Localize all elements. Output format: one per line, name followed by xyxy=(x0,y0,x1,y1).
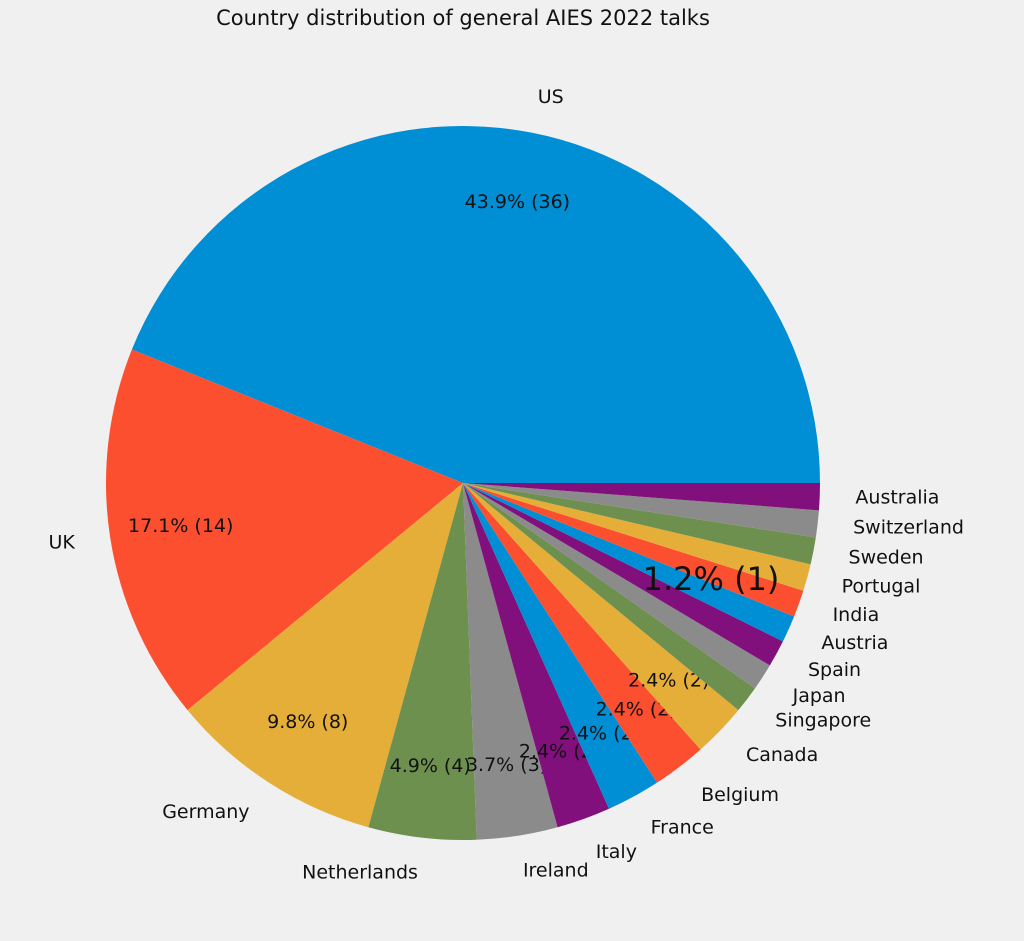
pie-slice-australia xyxy=(463,483,820,511)
slice-label-india: India xyxy=(833,604,880,626)
pie-slice-india xyxy=(463,483,804,617)
slice-label-singapore: Singapore xyxy=(775,710,871,732)
slice-label-germany: Germany xyxy=(162,801,249,823)
pie-slice-germany xyxy=(187,483,463,828)
pct-label-germany: 9.8% (8) xyxy=(267,711,348,733)
slice-label-spain: Spain xyxy=(808,659,861,681)
slice-label-austria: Austria xyxy=(821,632,888,654)
pie-slice-france xyxy=(463,483,658,809)
slice-label-france: France xyxy=(651,816,714,838)
slice-label-sweden: Sweden xyxy=(849,546,924,568)
pie-slice-ireland xyxy=(463,483,558,840)
pie-slice-us xyxy=(131,125,821,484)
pie-slice-portugal xyxy=(463,483,811,591)
pie-slice-austria xyxy=(463,483,795,642)
slice-label-us: US xyxy=(538,86,564,108)
chart-title: Country distribution of general AIES 202… xyxy=(216,6,710,30)
pie-slice-uk xyxy=(105,349,463,711)
pie-slice-italy xyxy=(463,483,610,828)
pct-label-uk: 17.1% (14) xyxy=(128,515,233,537)
slice-label-netherlands: Netherlands xyxy=(302,862,418,884)
pie-slice-netherlands xyxy=(368,483,477,840)
slice-label-italy: Italy xyxy=(596,841,637,863)
pct-label-netherlands: 4.9% (4) xyxy=(390,755,471,777)
pie-slice-canada xyxy=(463,483,739,750)
pct-label-canada: 2.4% (2) xyxy=(628,670,709,692)
slice-label-australia: Australia xyxy=(855,487,939,509)
slice-label-belgium: Belgium xyxy=(701,784,779,806)
pct-label-italy: 2.4% (2) xyxy=(519,740,600,762)
slice-label-uk: UK xyxy=(49,531,76,553)
pie-slice-switzerland xyxy=(463,483,819,538)
slice-label-canada: Canada xyxy=(746,744,818,766)
overlay-pct-annotation: 1.2% (1) xyxy=(643,560,780,598)
slice-label-switzerland: Switzerland xyxy=(853,517,964,539)
slice-label-japan: Japan xyxy=(792,685,846,707)
pie-slice-spain xyxy=(463,483,783,666)
pie-slice-singapore xyxy=(463,483,756,711)
pct-label-ireland: 3.7% (3) xyxy=(466,754,547,776)
pie-slice-japan xyxy=(463,483,770,689)
slice-label-ireland: Ireland xyxy=(523,860,589,882)
pct-label-belgium: 2.4% (2) xyxy=(596,699,677,721)
pct-label-us: 43.9% (36) xyxy=(465,191,570,213)
slice-label-portugal: Portugal xyxy=(842,576,921,598)
pie-slice-belgium xyxy=(463,483,701,783)
pct-label-france: 2.4% (2) xyxy=(559,722,640,744)
pie-slice-sweden xyxy=(463,483,816,565)
